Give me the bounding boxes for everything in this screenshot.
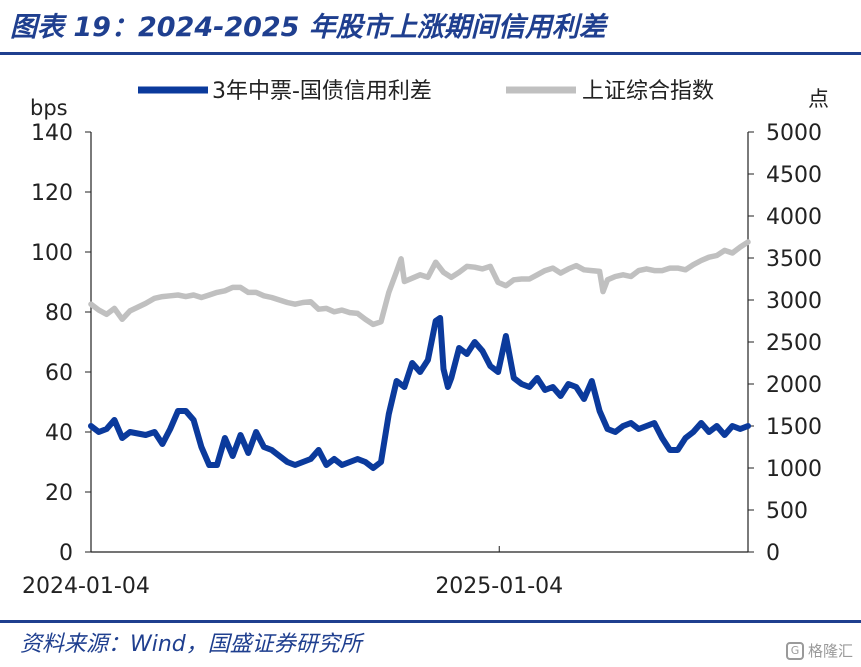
chart-legend: 3年中票-国债信用利差 上证综合指数 [138, 79, 714, 104]
right-tick-label: 3000 [766, 289, 822, 314]
right-tick-label: 500 [766, 499, 808, 524]
chart-area: 3年中票-国债信用利差 上证综合指数 bps 点 0 20 40 60 80 100 120… [22, 79, 829, 599]
source-note: 资料来源：Wind，国盛证券研究所 [20, 632, 362, 657]
watermark-logo-icon: G [785, 641, 804, 660]
left-tick-label: 0 [59, 541, 73, 566]
right-tick-label: 0 [766, 541, 780, 566]
right-tick-label: 3500 [766, 247, 822, 272]
left-tick-label: 140 [31, 121, 73, 146]
right-tick-label: 4000 [766, 205, 822, 230]
right-tick-label: 1000 [766, 457, 822, 482]
series-layer [88, 239, 751, 471]
legend-label-spread: 3年中票-国债信用利差 [212, 79, 432, 104]
right-tick-label: 1500 [766, 415, 822, 440]
watermark-text: 格隆汇 [807, 642, 853, 660]
watermark: G 格隆汇 [785, 640, 853, 661]
left-axis-label: bps [30, 96, 68, 120]
source-rule [0, 620, 861, 623]
left-tick-label: 100 [31, 241, 73, 266]
series-line-index [88, 239, 751, 328]
right-tick-label: 2500 [766, 331, 822, 356]
legend-label-index: 上证综合指数 [582, 79, 714, 104]
left-tick-label: 80 [45, 301, 73, 326]
right-tick-label: 5000 [766, 121, 822, 146]
title-rule [0, 52, 861, 55]
left-tick-label: 20 [45, 481, 73, 506]
axes: 0 20 40 60 80 100 120 140 0 500 1000 1500 2000 2500 30… [22, 121, 822, 599]
series-line-spread [88, 315, 751, 471]
left-tick-label: 40 [45, 421, 73, 446]
x-tick-label: 2024-01-04 [22, 574, 150, 599]
right-axis-label: 点 [808, 87, 829, 111]
figure-title: 图表 19：2024-2025 年股市上涨期间信用利差 [10, 12, 606, 43]
left-tick-label: 60 [45, 361, 73, 386]
right-tick-label: 4500 [766, 163, 822, 188]
x-tick-label: 2025-01-04 [435, 574, 563, 599]
left-tick-label: 120 [31, 181, 73, 206]
right-tick-label: 2000 [766, 373, 822, 398]
